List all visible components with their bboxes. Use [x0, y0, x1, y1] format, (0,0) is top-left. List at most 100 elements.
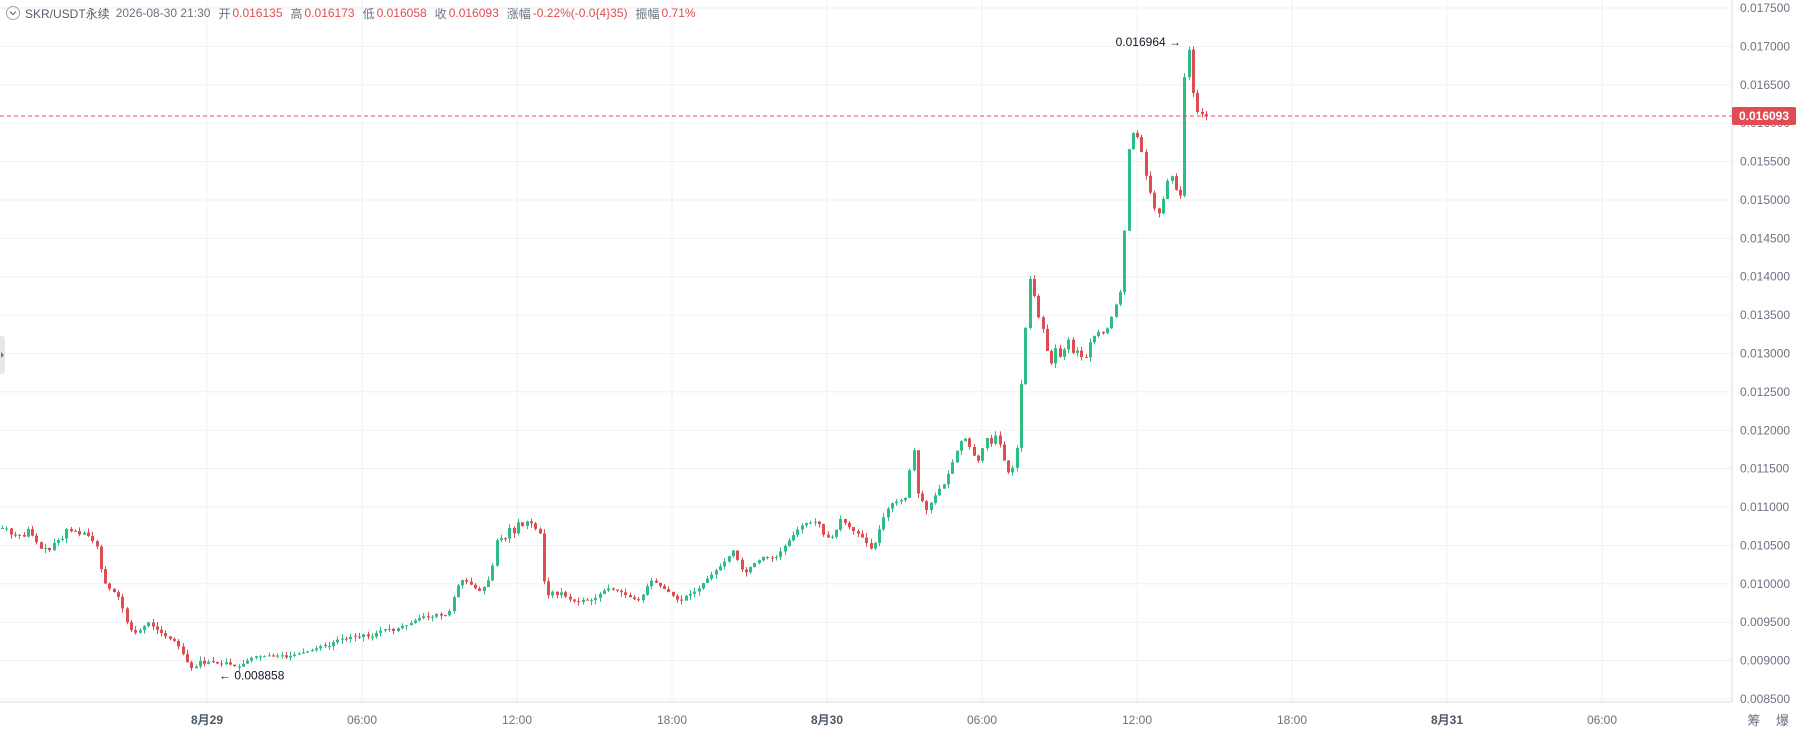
- candle-body: [405, 625, 408, 627]
- candle-body: [358, 636, 361, 638]
- candle-body: [354, 635, 357, 637]
- candle-body: [831, 536, 834, 538]
- candle-body: [968, 438, 971, 447]
- price-axis-tick-label: 0.009500: [1740, 615, 1790, 629]
- candle-body: [1024, 327, 1027, 385]
- price-axis-tick-label: 0.016500: [1740, 78, 1790, 92]
- candle-body: [293, 654, 296, 656]
- candle-body: [835, 529, 838, 537]
- candle-body: [736, 550, 739, 560]
- candle-body: [921, 493, 924, 502]
- candle-body: [680, 599, 683, 601]
- candle-body: [1140, 136, 1143, 152]
- candle-body: [203, 660, 206, 664]
- change-label: 涨幅: [506, 6, 531, 21]
- candle-body: [272, 655, 275, 657]
- price-axis-tick-label: 0.010500: [1740, 538, 1790, 552]
- candle-body: [229, 662, 232, 665]
- candle-body: [1119, 292, 1122, 305]
- candle-body: [302, 652, 305, 654]
- candle-body: [861, 533, 864, 538]
- time-axis-tick-label: 06:00: [1587, 713, 1617, 727]
- candle-body: [298, 653, 301, 655]
- candle-body: [564, 592, 567, 597]
- price-axis-tick-label: 0.015000: [1740, 193, 1790, 207]
- chevron-down-icon[interactable]: [6, 6, 20, 20]
- candle-body: [65, 528, 68, 539]
- price-axis-tick-label: 0.012500: [1740, 385, 1790, 399]
- candle-body: [31, 528, 34, 536]
- candle-body: [857, 530, 860, 534]
- candle-body: [586, 599, 589, 601]
- candle-body: [461, 580, 464, 586]
- candle-body: [453, 597, 456, 612]
- candle-body: [526, 521, 529, 526]
- candle-body: [83, 532, 86, 535]
- price-axis-tick-label: 0.017500: [1740, 1, 1790, 15]
- candle-body: [177, 640, 180, 647]
- candle-body: [663, 586, 666, 590]
- candle-body: [444, 615, 447, 617]
- candle-body: [900, 500, 903, 502]
- candle-body: [169, 636, 172, 639]
- candle-body: [1145, 151, 1148, 176]
- candle-body: [1106, 328, 1109, 334]
- candle-body: [1205, 114, 1208, 116]
- candle-body: [753, 563, 756, 567]
- candle-body: [483, 586, 486, 592]
- candle-body: [956, 450, 959, 463]
- candle-body: [508, 527, 511, 539]
- side-panel-toggle[interactable]: [0, 336, 5, 374]
- candle-body: [143, 626, 146, 631]
- candle-body: [732, 550, 735, 557]
- candle-body: [108, 583, 111, 589]
- candle-body: [1016, 447, 1019, 468]
- candle-body: [164, 633, 167, 637]
- candle-body: [1080, 350, 1083, 358]
- candle-body: [233, 664, 236, 667]
- candle-body: [96, 541, 99, 547]
- candle-body: [870, 543, 873, 549]
- candle-body: [1123, 230, 1126, 293]
- candle-body: [263, 656, 266, 658]
- candle-body: [878, 529, 881, 544]
- candle-body: [100, 546, 103, 570]
- candle-body: [749, 566, 752, 573]
- time-axis-tick-label: 8月30: [811, 713, 843, 727]
- candle-body: [646, 586, 649, 595]
- time-axis-tick-label: 8月31: [1431, 713, 1463, 727]
- candle-body: [999, 435, 1002, 445]
- candle-body: [336, 639, 339, 643]
- price-axis-tick-label: 0.010000: [1740, 577, 1790, 591]
- candle-body: [551, 591, 554, 596]
- candle-body: [1110, 316, 1113, 329]
- candle-body: [741, 559, 744, 570]
- candle-body: [624, 592, 627, 596]
- candle-body: [771, 557, 774, 559]
- candle-body: [18, 535, 21, 537]
- candle-body: [1033, 278, 1036, 296]
- candle-body: [134, 630, 137, 633]
- candle-body: [702, 582, 705, 589]
- candle-body: [422, 616, 425, 618]
- time-axis-tick-label: 18:00: [657, 713, 687, 727]
- low-label: 低: [362, 6, 375, 21]
- candle-body: [556, 591, 559, 596]
- candle-body: [904, 497, 907, 501]
- candle-body: [1059, 348, 1062, 357]
- candle-body: [78, 530, 81, 535]
- candle-body: [53, 542, 56, 551]
- chip-liquidation-label[interactable]: 筹 爆: [1747, 713, 1795, 728]
- close-label: 收: [434, 6, 447, 21]
- candle-body: [285, 655, 288, 658]
- candle-body: [895, 501, 898, 504]
- candle-body: [650, 580, 653, 587]
- candle-body: [384, 629, 387, 631]
- candle-body: [934, 495, 937, 503]
- candle-body: [367, 634, 370, 637]
- candle-body: [543, 533, 546, 582]
- candle-body: [457, 585, 460, 598]
